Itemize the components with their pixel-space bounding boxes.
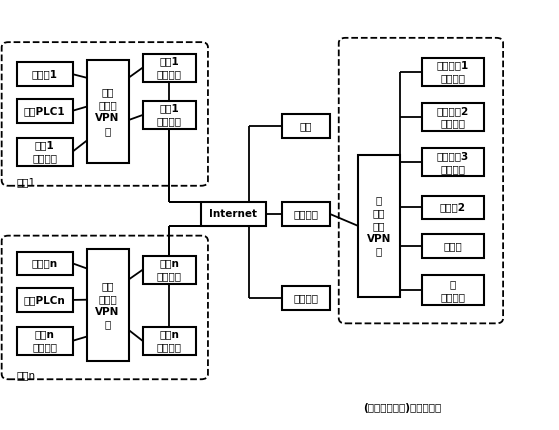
Text: 机器PLC1: 机器PLC1	[24, 106, 65, 116]
Text: 带: 带	[105, 126, 111, 136]
FancyBboxPatch shape	[143, 101, 196, 129]
Text: 室: 室	[449, 279, 456, 289]
Text: 由器: 由器	[101, 281, 114, 291]
FancyBboxPatch shape	[358, 155, 400, 297]
FancyBboxPatch shape	[422, 103, 484, 131]
FancyBboxPatch shape	[282, 202, 330, 226]
FancyBboxPatch shape	[17, 288, 73, 312]
Text: 系统n: 系统n	[35, 329, 55, 339]
Text: 用户1: 用户1	[17, 177, 36, 187]
FancyBboxPatch shape	[17, 327, 73, 355]
FancyBboxPatch shape	[143, 54, 196, 82]
FancyBboxPatch shape	[422, 148, 484, 176]
FancyBboxPatch shape	[282, 286, 330, 310]
Text: 器: 器	[376, 195, 382, 205]
FancyBboxPatch shape	[282, 114, 330, 138]
FancyBboxPatch shape	[422, 196, 484, 219]
FancyBboxPatch shape	[17, 138, 73, 166]
Text: 摄像头n: 摄像头n	[32, 258, 58, 268]
FancyBboxPatch shape	[422, 275, 484, 305]
Text: 带: 带	[376, 246, 382, 257]
Text: 老板办公: 老板办公	[157, 117, 182, 126]
FancyBboxPatch shape	[17, 99, 73, 123]
Text: 打印机: 打印机	[443, 241, 462, 251]
Text: 老板办公: 老板办公	[157, 271, 182, 281]
Text: 手机: 手机	[300, 121, 312, 131]
FancyBboxPatch shape	[17, 252, 73, 275]
FancyBboxPatch shape	[143, 256, 196, 284]
Text: 带: 带	[105, 319, 111, 330]
Text: 电脑1: 电脑1	[159, 104, 179, 114]
Text: 智能管理: 智能管理	[32, 153, 57, 163]
Text: 中心电脑3: 中心电脑3	[437, 151, 469, 161]
Text: 中央控制: 中央控制	[440, 74, 465, 83]
FancyBboxPatch shape	[422, 234, 484, 258]
Text: 功能路: 功能路	[98, 294, 117, 304]
Text: VPN: VPN	[367, 233, 391, 244]
Text: VPN: VPN	[96, 307, 120, 317]
Text: 中心电脑1: 中心电脑1	[437, 61, 469, 71]
Text: 电脑n: 电脑n	[159, 329, 179, 339]
Text: Internet: Internet	[210, 209, 257, 219]
Text: VPN: VPN	[96, 113, 120, 123]
FancyBboxPatch shape	[422, 58, 484, 86]
FancyBboxPatch shape	[143, 327, 196, 355]
Text: (中央控制平台)机器制造商: (中央控制平台)机器制造商	[363, 403, 442, 413]
FancyBboxPatch shape	[87, 249, 129, 361]
FancyBboxPatch shape	[17, 62, 73, 86]
Text: 路由: 路由	[372, 208, 385, 218]
Text: 智能管理: 智能管理	[32, 342, 57, 352]
Text: 电脑n: 电脑n	[159, 258, 179, 268]
Text: 视频会议: 视频会议	[440, 292, 465, 302]
Text: 中央控制: 中央控制	[440, 119, 465, 129]
Text: 用户n: 用户n	[17, 371, 36, 381]
Text: 生产办公: 生产办公	[157, 69, 182, 79]
Text: 电脑1: 电脑1	[159, 56, 179, 66]
Text: 生产办公: 生产办公	[157, 342, 182, 352]
Text: 中央控制: 中央控制	[440, 164, 465, 174]
Text: 系统1: 系统1	[35, 140, 55, 150]
Text: 机器PLCn: 机器PLCn	[24, 295, 65, 305]
Text: 云服务器: 云服务器	[293, 209, 319, 219]
FancyBboxPatch shape	[87, 60, 129, 163]
Text: 摄像头1: 摄像头1	[32, 69, 58, 79]
Text: 功能路: 功能路	[98, 100, 117, 111]
FancyBboxPatch shape	[201, 202, 266, 226]
Text: 功能: 功能	[372, 221, 385, 231]
Text: 平板电脑: 平板电脑	[293, 293, 319, 303]
Text: 摄像头2: 摄像头2	[440, 203, 466, 212]
Text: 中心电脑2: 中心电脑2	[437, 106, 469, 116]
Text: 由器: 由器	[101, 87, 114, 98]
